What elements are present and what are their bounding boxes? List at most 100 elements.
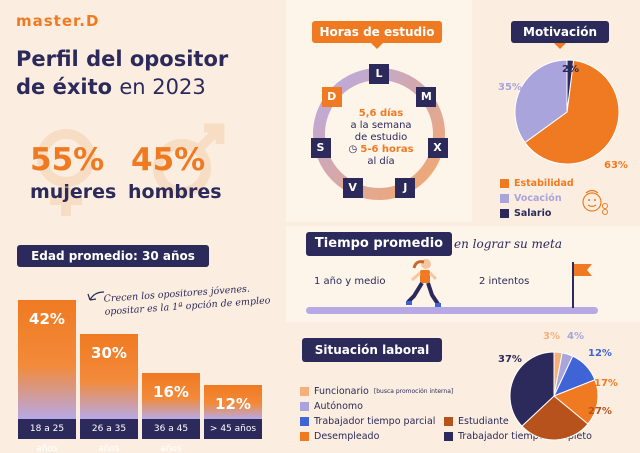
- employment-legend-item: Estudiante: [444, 416, 509, 427]
- motivation-pie-slice: [524, 59, 620, 165]
- employment-legend-item: Trabajador tiempo completo: [444, 431, 592, 442]
- day-badge-D: D: [321, 87, 342, 108]
- study-text: 5,6 días a la semana de estudio ◷ 5-6 ho…: [339, 108, 423, 168]
- age-bar-category: 26 a 35 años: [80, 419, 138, 453]
- age-bar-category: 36 a 45 años: [142, 419, 200, 453]
- profile-panel: master.D Perfil del opositor de éxito en…: [0, 0, 282, 453]
- legend-swatch: [500, 209, 509, 218]
- funcionario-note: [busca promoción interna]: [373, 388, 454, 395]
- legend-swatch: [500, 179, 509, 188]
- motivation-legend-item: Estabilidad: [500, 178, 574, 189]
- legend-swatch: [500, 194, 509, 203]
- arrow-icon: [87, 291, 105, 301]
- legend-swatch: [300, 402, 309, 411]
- women-percent: 55%: [30, 142, 105, 178]
- legend-swatch: [444, 417, 453, 426]
- day-badge-X: X: [427, 137, 448, 158]
- legend-swatch: [300, 432, 309, 441]
- legend-label: Vocación: [514, 193, 562, 204]
- goal-flag-icon: [572, 262, 592, 308]
- study-heading: Horas de estudio: [312, 21, 442, 49]
- study-line5: al día: [367, 156, 395, 167]
- runner-icon: [406, 259, 441, 307]
- day-badge-S: S: [310, 137, 331, 158]
- employment-pie-label: 3%: [543, 331, 560, 342]
- age-bar: 16%: [142, 373, 200, 419]
- age-bar: 12%: [204, 385, 262, 419]
- motivation-legend-item: Vocación: [500, 193, 562, 204]
- age-bar: 42%: [18, 300, 76, 419]
- age-note: Crecen los opositores jóvenes. opositar …: [103, 281, 271, 319]
- employment-pie-label: 4%: [567, 331, 584, 342]
- day-badge-J: J: [395, 177, 416, 198]
- legend-label: Salario: [514, 208, 552, 219]
- title-line2b: en 2023: [119, 75, 206, 99]
- employment-pie-slice: [509, 351, 555, 427]
- study-hours: 5-6 horas: [360, 144, 414, 155]
- female-symbol-icon: [37, 129, 95, 216]
- employment-pie-label: 17%: [594, 378, 618, 389]
- employment-pie-label: 12%: [588, 348, 612, 359]
- timeline-track: [306, 307, 598, 314]
- timeline-marker1: 1 año y medio: [314, 276, 386, 287]
- employment-pie-label: 37%: [498, 354, 522, 365]
- employment-heading: Situación laboral: [302, 338, 442, 362]
- employment-panel: Situación laboral Funcionario [busca prom…: [286, 326, 640, 453]
- motivation-pie-label: 2%: [562, 64, 579, 75]
- legend-swatch: [300, 387, 309, 396]
- face-doodle-icon: [582, 189, 608, 215]
- motivation-pie-chart: [514, 59, 620, 165]
- age-bar-value: 42%: [29, 310, 65, 328]
- age-bar-value: 12%: [215, 395, 251, 413]
- age-bar-value: 16%: [153, 383, 189, 401]
- legend-swatch: [300, 417, 309, 426]
- day-badge-M: M: [416, 87, 437, 108]
- legend-label: Estudiante: [458, 416, 509, 427]
- employment-legend-item: Funcionario [busca promoción interna]: [300, 386, 453, 397]
- clock-icon: ◷: [348, 144, 358, 155]
- day-badge-V: V: [342, 177, 363, 198]
- male-symbol-icon: [153, 123, 225, 197]
- brand-logo: master.D: [16, 12, 100, 30]
- employment-pie-chart: [509, 351, 599, 441]
- employment-legend-item: Desempleado: [300, 431, 379, 442]
- motivation-panel: Motivación Estabilidad Vocación Salario 63…: [476, 0, 640, 222]
- motivation-pie-label: 63%: [604, 160, 628, 171]
- time-subheading: en lograr su meta: [454, 237, 562, 251]
- women-label: mujeres: [30, 181, 117, 203]
- motivation-heading: Motivación: [511, 21, 609, 49]
- employment-pie-slice: [521, 395, 589, 441]
- timeline-marker2: 2 intentos: [479, 276, 530, 287]
- day-badge-L: L: [369, 64, 389, 84]
- study-line2: a la semana: [350, 120, 412, 131]
- study-line3: de estudio: [354, 132, 408, 143]
- legend-swatch: [444, 432, 453, 441]
- motivation-pie-slice: [566, 59, 575, 113]
- average-time-panel: Tiempo promedio en lograr su meta 1 año …: [286, 226, 640, 322]
- employment-legend-item: Autónomo: [300, 401, 363, 412]
- age-bar: 30%: [80, 334, 138, 419]
- title-line1: Perfil del opositor: [16, 47, 229, 71]
- study-days: 5,6 días: [358, 108, 404, 119]
- age-bar-category: 18 a 25 años: [18, 419, 76, 453]
- page-title: Perfil del opositor de éxito en 2023: [16, 45, 266, 101]
- legend-label: Autónomo: [314, 401, 363, 412]
- age-bar-value: 30%: [91, 344, 127, 362]
- motivation-pie-label: 35%: [498, 82, 522, 93]
- time-heading: Tiempo promedio: [306, 232, 452, 256]
- employment-pie-label: 27%: [588, 406, 612, 417]
- motivation-legend-item: Salario: [500, 208, 551, 219]
- men-label: hombres: [128, 181, 222, 203]
- legend-label: Trabajador tiempo completo: [458, 431, 592, 442]
- title-line2a: de éxito: [16, 75, 113, 99]
- employment-pie-slice: [553, 379, 599, 425]
- legend-label: Funcionario: [314, 386, 369, 397]
- motivation-pie-slice: [514, 59, 568, 144]
- legend-label: Estabilidad: [514, 178, 574, 189]
- age-bar-category: > 45 años: [204, 419, 262, 439]
- men-percent: 45%: [131, 142, 206, 178]
- legend-label: Trabajador tiempo parcial: [314, 416, 436, 427]
- age-heading: Edad promedio: 30 años: [17, 245, 209, 267]
- legend-label: Desempleado: [314, 431, 380, 442]
